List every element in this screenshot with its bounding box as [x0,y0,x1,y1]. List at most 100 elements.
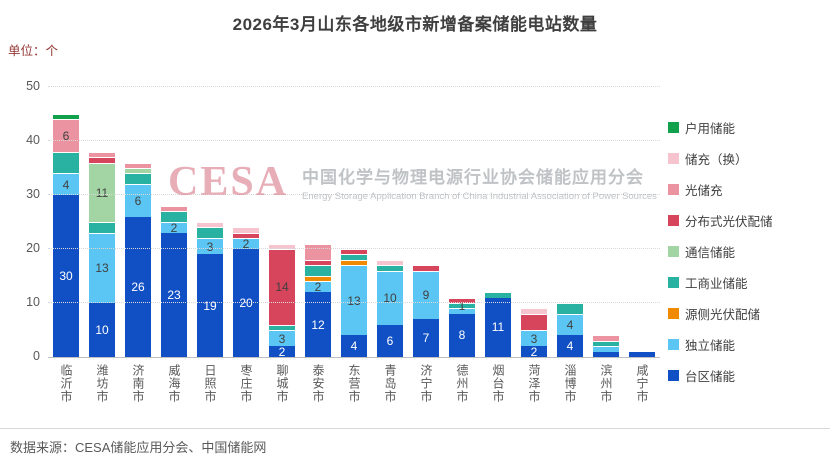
bar-stack: 30 4 6 [53,114,79,357]
bar-segment: 11 [89,162,115,223]
x-axis-category-label: 临沂市 [59,364,73,403]
bar-segment [341,254,367,260]
segment-value-label: 4 [350,339,358,354]
legend-label: 通信储能 [685,246,736,260]
legend-label: 工商业储能 [685,277,748,291]
bar-segment [233,227,259,233]
segment-value-label: 19 [203,298,217,313]
bar-segment [341,249,367,255]
bar-stack: 12 2 [305,243,331,357]
segment-value-label: 8 [458,328,466,343]
data-source-text: 数据来源：CESA储能应用分会、中国储能网 [10,440,267,455]
bar-stack: 20 2 [233,227,259,357]
bar-segment: 19 [197,254,223,357]
bar-column: 2 3 14 聊城市 [269,243,295,403]
bar-segment: 2 [233,238,259,250]
segment-value-label: 2 [314,280,322,295]
x-axis-category-label: 滨州市 [599,364,613,403]
legend-item: 源侧光伏配储 [668,304,773,323]
bar-column: 6 10 青岛市 [377,259,403,403]
x-axis-category-label: 聊城市 [275,364,289,403]
segment-value-label: 12 [311,317,325,332]
bar-column: 10 13 11 潍坊市 [89,151,115,403]
bar-column: 7 9 济宁市 [413,265,439,403]
segment-value-label: 4 [62,177,70,192]
segment-value-label: 3 [206,239,214,254]
bar-column: 咸宁市 [629,351,655,403]
bar-segment: 2 [305,280,331,295]
segment-value-label: 9 [422,288,430,303]
gridline [48,194,660,195]
bar-column: 23 2 威海市 [161,205,187,403]
segment-value-label: 30 [59,269,73,283]
segment-value-label: 10 [95,323,109,337]
bar-segment [521,308,547,314]
bar-segment: 3 [197,238,223,255]
x-axis-category-label: 菏泽市 [527,364,541,403]
gridline [48,248,660,249]
bar-column: 19 3 日照市 [197,222,223,403]
bar-segment: 14 [269,249,295,325]
y-tick-label: 10 [26,295,40,309]
bar-segment [125,168,151,174]
segment-value-label: 4 [566,318,574,333]
bar-segment: 12 [305,292,331,357]
bar-segment: 7 [413,319,439,357]
bar-column: 30 4 6 临沂市 [53,114,79,403]
legend-swatch-icon [668,339,679,350]
bar-segment: 2 [161,222,187,234]
y-tick-label: 20 [26,241,40,255]
segment-value-label: 11 [491,320,505,335]
bar-segment: 6 [377,324,403,357]
legend-item: 工商业储能 [668,273,773,292]
bar-stack: 26 6 [125,162,151,357]
legend-swatch-icon [668,308,679,319]
bar-segment: 2 [269,346,295,357]
bar-segment [161,205,187,212]
bar-segment: 10 [89,303,115,357]
bar-segment [125,162,151,169]
x-axis-category-label: 威海市 [167,364,181,403]
x-axis-category-label: 淄博市 [563,364,577,403]
bar-segment: 4 [53,173,79,195]
bar-stack: 6 10 [377,259,403,357]
segment-value-label: 26 [131,279,145,294]
legend-swatch-icon [668,370,679,381]
bar-stack [593,335,619,357]
bar-segment: 6 [125,184,151,217]
y-tick-label: 30 [26,187,40,201]
bar-segment [233,232,259,239]
bar-segment [197,222,223,228]
legend-label: 储充（换） [685,153,748,167]
bar-segment: 23 [161,232,187,357]
x-axis-category-label: 枣庄市 [239,364,253,403]
bar-segment [521,313,547,331]
bar-column: 滨州市 [593,335,619,403]
bar-stack [629,351,655,357]
legend-label: 独立储能 [685,339,736,353]
segment-value-label: 1 [458,299,466,314]
legend-swatch-icon [668,277,679,288]
bar-segment [629,351,655,357]
legend-item: 独立储能 [668,335,773,354]
segment-value-label: 13 [347,293,361,308]
bar-segment: 4 [341,335,367,357]
bar-segment: 13 [341,265,367,336]
x-axis-category-label: 泰安市 [311,364,325,403]
segment-value-label: 20 [239,296,253,310]
bar-segment [89,222,115,233]
x-axis-category-label: 潍坊市 [95,364,109,403]
bar-segment [89,151,115,158]
bar-segment [89,157,115,163]
bar-segment [269,243,295,250]
bar-stack: 2 3 14 [269,243,295,357]
bar-segment [305,243,331,260]
bar-segment: 6 [53,119,79,152]
legend: 户用储能 储充（换） 光储充 分布式光伏配储 通信储能 工商业储能 源侧光伏配储 独立储能 台区… [668,118,773,385]
segment-value-label: 6 [62,129,70,144]
bar-stack: 19 3 [197,222,223,357]
legend-swatch-icon [668,246,679,257]
